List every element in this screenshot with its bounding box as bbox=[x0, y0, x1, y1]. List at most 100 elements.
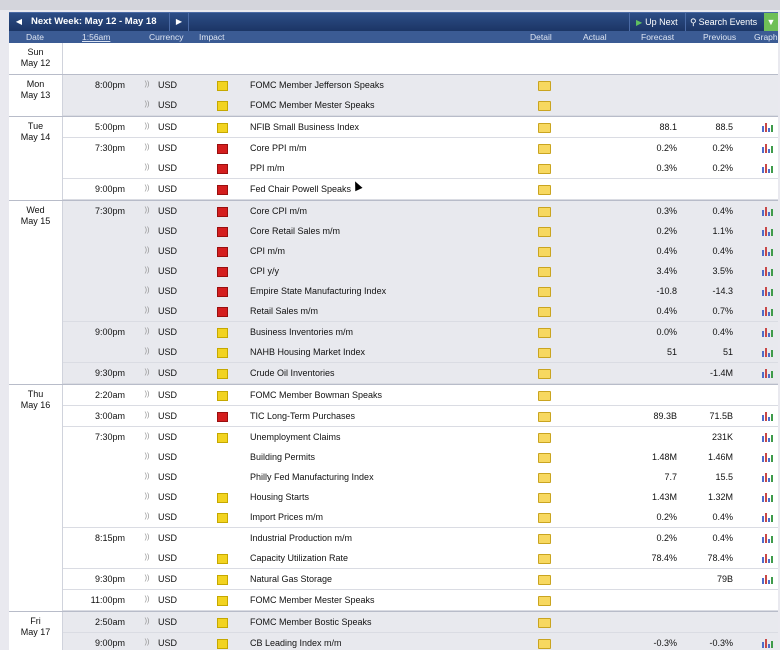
detail-folder-icon[interactable] bbox=[538, 227, 551, 237]
graph-icon[interactable] bbox=[761, 246, 773, 256]
prev-week-button[interactable]: ◀ bbox=[15, 17, 23, 26]
speaker-icon[interactable]: )) bbox=[144, 534, 150, 541]
graph-icon[interactable] bbox=[761, 533, 773, 543]
event-name[interactable]: Core CPI m/m bbox=[250, 206, 308, 216]
detail-folder-icon[interactable] bbox=[538, 575, 551, 585]
detail-folder-icon[interactable] bbox=[538, 473, 551, 483]
detail-folder-icon[interactable] bbox=[538, 247, 551, 257]
graph-icon[interactable] bbox=[761, 306, 773, 316]
table-row[interactable]: )) USD CPI y/y 3.4% 3.5% bbox=[63, 261, 778, 281]
table-row[interactable]: )) USD Building Permits 1.48M 1.46M bbox=[63, 447, 778, 467]
table-row[interactable]: 8:00pm)) USD FOMC Member Jefferson Speaks bbox=[63, 75, 778, 95]
table-row[interactable]: )) USD Core Retail Sales m/m 0.2% 1.1% bbox=[63, 221, 778, 241]
speaker-icon[interactable]: )) bbox=[144, 328, 150, 335]
up-next-button[interactable]: ▶ Up Next bbox=[629, 13, 684, 31]
speaker-icon[interactable]: )) bbox=[144, 287, 150, 294]
event-name[interactable]: FOMC Member Bostic Speaks bbox=[250, 617, 372, 627]
graph-icon[interactable] bbox=[761, 327, 773, 337]
table-row[interactable]: 9:00pm)) USD CB Leading Index m/m -0.3% -0.3… bbox=[63, 633, 778, 650]
speaker-icon[interactable]: )) bbox=[144, 164, 150, 171]
detail-folder-icon[interactable] bbox=[538, 328, 551, 338]
table-row[interactable]: 7:30pm)) USD Core PPI m/m 0.2% 0.2% bbox=[63, 138, 778, 158]
graph-icon[interactable] bbox=[761, 286, 773, 296]
event-name[interactable]: Industrial Production m/m bbox=[250, 533, 353, 543]
graph-icon[interactable] bbox=[761, 472, 773, 482]
graph-icon[interactable] bbox=[761, 553, 773, 563]
table-row[interactable]: )) USD Import Prices m/m 0.2% 0.4% bbox=[63, 507, 778, 527]
speaker-icon[interactable]: )) bbox=[144, 639, 150, 646]
event-name[interactable]: Core Retail Sales m/m bbox=[250, 226, 341, 236]
table-row[interactable]: 7:30pm)) USD Unemployment Claims 231K bbox=[63, 427, 778, 447]
table-row[interactable]: 8:15pm)) USD Industrial Production m/m 0.2%… bbox=[63, 528, 778, 548]
graph-icon[interactable] bbox=[761, 492, 773, 502]
table-row[interactable]: )) USD FOMC Member Mester Speaks bbox=[63, 95, 778, 115]
event-name[interactable]: Crude Oil Inventories bbox=[250, 368, 335, 378]
detail-folder-icon[interactable] bbox=[538, 596, 551, 606]
detail-folder-icon[interactable] bbox=[538, 287, 551, 297]
speaker-icon[interactable]: )) bbox=[144, 267, 150, 274]
event-name[interactable]: Empire State Manufacturing Index bbox=[250, 286, 387, 296]
graph-icon[interactable] bbox=[761, 368, 773, 378]
graph-icon[interactable] bbox=[761, 452, 773, 462]
detail-folder-icon[interactable] bbox=[538, 185, 551, 195]
event-name[interactable]: FOMC Member Bowman Speaks bbox=[250, 390, 383, 400]
event-name[interactable]: FOMC Member Mester Speaks bbox=[250, 100, 375, 110]
graph-icon[interactable] bbox=[761, 163, 773, 173]
event-name[interactable]: Philly Fed Manufacturing Index bbox=[250, 472, 374, 482]
speaker-icon[interactable]: )) bbox=[144, 207, 150, 214]
detail-folder-icon[interactable] bbox=[538, 639, 551, 649]
detail-folder-icon[interactable] bbox=[538, 267, 551, 277]
speaker-icon[interactable]: )) bbox=[144, 513, 150, 520]
event-name[interactable]: FOMC Member Mester Speaks bbox=[250, 595, 375, 605]
detail-folder-icon[interactable] bbox=[538, 618, 551, 628]
col-time-link[interactable]: 1:56am bbox=[82, 32, 111, 42]
graph-icon[interactable] bbox=[761, 574, 773, 584]
table-row[interactable]: )) USD NAHB Housing Market Index 51 51 bbox=[63, 342, 778, 362]
event-name[interactable]: Natural Gas Storage bbox=[250, 574, 333, 584]
event-name[interactable]: Unemployment Claims bbox=[250, 432, 341, 442]
event-name[interactable]: Import Prices m/m bbox=[250, 512, 324, 522]
speaker-icon[interactable]: )) bbox=[144, 453, 150, 460]
speaker-icon[interactable]: )) bbox=[144, 391, 150, 398]
week-title[interactable]: Next Week: May 12 - May 18 bbox=[31, 16, 157, 27]
graph-icon[interactable] bbox=[761, 432, 773, 442]
speaker-icon[interactable]: )) bbox=[144, 348, 150, 355]
speaker-icon[interactable]: )) bbox=[144, 596, 150, 603]
event-name[interactable]: CPI m/m bbox=[250, 246, 285, 256]
speaker-icon[interactable]: )) bbox=[144, 247, 150, 254]
event-name[interactable]: CB Leading Index m/m bbox=[250, 638, 342, 648]
detail-folder-icon[interactable] bbox=[538, 369, 551, 379]
speaker-icon[interactable]: )) bbox=[144, 227, 150, 234]
event-name[interactable]: Building Permits bbox=[250, 452, 316, 462]
event-name[interactable]: TIC Long-Term Purchases bbox=[250, 411, 356, 421]
graph-icon[interactable] bbox=[761, 638, 773, 648]
event-name[interactable]: Capacity Utilization Rate bbox=[250, 553, 349, 563]
speaker-icon[interactable]: )) bbox=[144, 433, 150, 440]
graph-icon[interactable] bbox=[761, 226, 773, 236]
detail-folder-icon[interactable] bbox=[538, 207, 551, 217]
detail-folder-icon[interactable] bbox=[538, 307, 551, 317]
table-row[interactable]: 7:30pm)) USD Core CPI m/m 0.3% 0.4% bbox=[63, 201, 778, 221]
detail-folder-icon[interactable] bbox=[538, 513, 551, 523]
detail-folder-icon[interactable] bbox=[538, 348, 551, 358]
speaker-icon[interactable]: )) bbox=[144, 412, 150, 419]
table-row[interactable]: 11:00pm)) USD FOMC Member Mester Speaks bbox=[63, 590, 778, 610]
speaker-icon[interactable]: )) bbox=[144, 185, 150, 192]
speaker-icon[interactable]: )) bbox=[144, 618, 150, 625]
table-row[interactable]: )) USD Housing Starts 1.43M 1.32M bbox=[63, 487, 778, 507]
event-name[interactable]: Retail Sales m/m bbox=[250, 306, 319, 316]
table-row[interactable]: 2:50am)) USD FOMC Member Bostic Speaks bbox=[63, 612, 778, 632]
event-name[interactable]: Fed Chair Powell Speaks bbox=[250, 184, 352, 194]
table-row[interactable]: 9:30pm)) USD Natural Gas Storage 79B bbox=[63, 569, 778, 589]
table-row[interactable]: )) USD CPI m/m 0.4% 0.4% bbox=[63, 241, 778, 261]
table-row[interactable]: 9:00pm)) USD Business Inventories m/m 0.0% 0… bbox=[63, 322, 778, 342]
speaker-icon[interactable]: )) bbox=[144, 473, 150, 480]
table-row[interactable]: )) USD Capacity Utilization Rate 78.4% 78.4% bbox=[63, 548, 778, 568]
graph-icon[interactable] bbox=[761, 512, 773, 522]
table-row[interactable]: 5:00pm)) USD NFIB Small Business Index 88.1… bbox=[63, 117, 778, 137]
speaker-icon[interactable]: )) bbox=[144, 81, 150, 88]
table-row[interactable]: )) USD Retail Sales m/m 0.4% 0.7% bbox=[63, 301, 778, 321]
event-name[interactable]: FOMC Member Jefferson Speaks bbox=[250, 80, 384, 90]
detail-folder-icon[interactable] bbox=[538, 433, 551, 443]
event-name[interactable]: Housing Starts bbox=[250, 492, 310, 502]
